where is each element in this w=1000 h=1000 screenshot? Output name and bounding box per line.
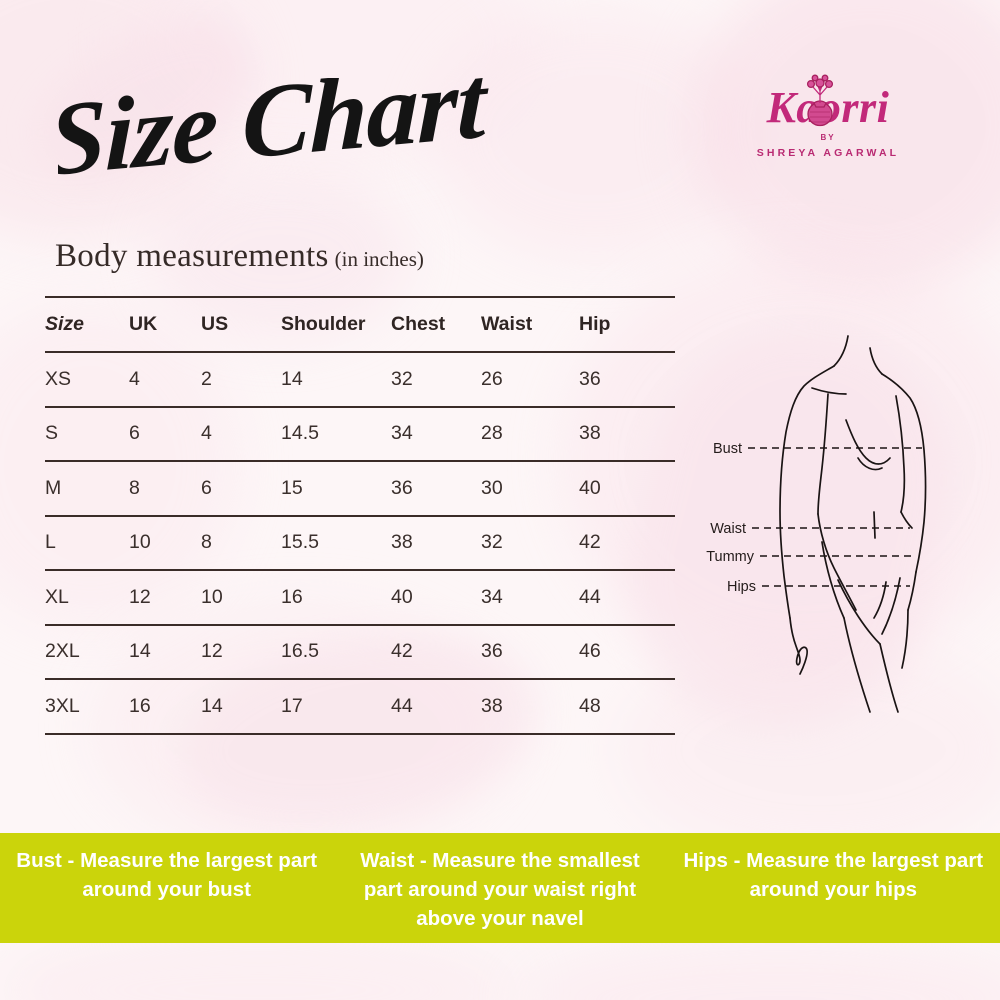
cell-hip: 42 xyxy=(579,514,675,570)
figure-label-bust: Bust xyxy=(713,441,742,457)
instruction-bust-dash: - xyxy=(61,849,81,872)
cell-uk: 14 xyxy=(129,623,201,679)
cell-chest: 42 xyxy=(391,623,481,679)
table-row: 2XL 14 12 16.5 42 36 46 xyxy=(45,623,675,679)
brand-logo[interactable]: Kaorri BY SHREYA AGARWAL xyxy=(748,62,908,166)
cell-waist: 32 xyxy=(481,514,579,570)
cell-chest: 38 xyxy=(391,514,481,570)
cell-hip: 38 xyxy=(579,405,675,461)
table-row: XS 4 2 14 32 26 36 xyxy=(45,351,675,407)
female-body-outline-icon xyxy=(779,335,927,713)
measurements-table-wrapper: Size UK US Shoulder Chest Waist Hip XS 4… xyxy=(45,296,675,735)
figure-label-hips: Hips xyxy=(727,579,756,595)
table-row: L 10 8 15.5 38 32 42 xyxy=(45,514,675,570)
cell-uk: 12 xyxy=(129,569,201,625)
cell-size: M xyxy=(45,460,129,516)
cell-waist: 38 xyxy=(481,678,579,735)
cell-waist: 30 xyxy=(481,460,579,516)
cell-chest: 36 xyxy=(391,460,481,516)
cell-shoulder: 15.5 xyxy=(281,514,391,570)
table-row: S 6 4 14.5 34 28 38 xyxy=(45,405,675,461)
table-body: XS 4 2 14 32 26 36 S 6 4 14.5 34 28 38 xyxy=(45,351,675,735)
instruction-waist-term: Waist xyxy=(360,849,415,872)
table-header: Size UK US Shoulder Chest Waist Hip xyxy=(45,296,675,352)
cell-shoulder: 16.5 xyxy=(281,623,391,679)
cell-uk: 4 xyxy=(129,351,201,407)
cell-us: 2 xyxy=(201,351,281,407)
cell-hip: 46 xyxy=(579,623,675,679)
table-row: XL 12 10 16 40 34 44 xyxy=(45,569,675,625)
instruction-bust: Bust - Measure the largest part around y… xyxy=(0,846,333,904)
table-row: M 8 6 15 36 30 40 xyxy=(45,460,675,516)
column-header-uk: UK xyxy=(129,296,201,352)
subtitle: Body measurements (in inches) xyxy=(55,238,424,275)
cell-chest: 34 xyxy=(391,405,481,461)
figure-label-waist: Waist xyxy=(710,521,746,537)
column-header-us: US xyxy=(201,296,281,352)
cell-shoulder: 14.5 xyxy=(281,405,391,461)
column-header-shoulder: Shoulder xyxy=(281,296,391,352)
instruction-hips-text: Measure the largest part around your hip… xyxy=(746,849,984,901)
cell-us: 14 xyxy=(201,678,281,735)
cell-size: XL xyxy=(45,569,129,625)
cell-uk: 6 xyxy=(129,405,201,461)
page-title: Size Chart xyxy=(58,78,528,208)
logo-by-label: BY xyxy=(820,133,835,142)
cell-uk: 16 xyxy=(129,678,201,735)
cell-hip: 40 xyxy=(579,460,675,516)
cell-hip: 48 xyxy=(579,678,675,735)
column-header-size: Size xyxy=(45,296,129,352)
cell-shoulder: 14 xyxy=(281,351,391,407)
measurement-guide-lines xyxy=(748,447,922,587)
cell-size: L xyxy=(45,514,129,570)
flower-vase-icon xyxy=(806,74,834,127)
instruction-waist-text: Measure the smallest part around your wa… xyxy=(363,849,640,930)
page-title-text: Size Chart xyxy=(58,78,490,198)
cell-shoulder: 16 xyxy=(281,569,391,625)
cell-hip: 44 xyxy=(579,569,675,625)
cell-hip: 36 xyxy=(579,351,675,407)
instruction-hips: Hips - Measure the largest part around y… xyxy=(667,846,1000,904)
column-header-chest: Chest xyxy=(391,296,481,352)
cell-us: 12 xyxy=(201,623,281,679)
instruction-waist: Waist - Measure the smallest part around… xyxy=(333,846,666,933)
cell-uk: 8 xyxy=(129,460,201,516)
measurement-instructions-banner: Bust - Measure the largest part around y… xyxy=(0,833,1000,943)
figure-label-tummy: Tummy xyxy=(706,549,755,565)
cell-us: 4 xyxy=(201,405,281,461)
cell-chest: 40 xyxy=(391,569,481,625)
cell-waist: 36 xyxy=(481,623,579,679)
logo-designer-name: SHREYA AGARWAL xyxy=(757,147,899,159)
cell-waist: 26 xyxy=(481,351,579,407)
cell-size: XS xyxy=(45,351,129,407)
cell-chest: 32 xyxy=(391,351,481,407)
cell-chest: 44 xyxy=(391,678,481,735)
cell-us: 10 xyxy=(201,569,281,625)
instruction-waist-dash: - xyxy=(414,849,433,872)
cell-size: 3XL xyxy=(45,678,129,735)
cell-waist: 28 xyxy=(481,405,579,461)
column-header-hip: Hip xyxy=(579,296,675,352)
cell-us: 8 xyxy=(201,514,281,570)
body-measurement-diagram: Bust Waist Tummy Hips xyxy=(700,300,1000,720)
instruction-bust-term: Bust xyxy=(16,849,62,872)
cell-shoulder: 15 xyxy=(281,460,391,516)
table-row: 3XL 16 14 17 44 38 48 xyxy=(45,678,675,735)
cell-uk: 10 xyxy=(129,514,201,570)
cell-waist: 34 xyxy=(481,569,579,625)
instruction-hips-dash: - xyxy=(727,849,747,872)
subtitle-text: Body measurements xyxy=(55,238,329,274)
cell-size: S xyxy=(45,405,129,461)
measurements-table: Size UK US Shoulder Chest Waist Hip XS 4… xyxy=(45,296,675,735)
cell-us: 6 xyxy=(201,460,281,516)
cell-size: 2XL xyxy=(45,623,129,679)
subtitle-units: (in inches) xyxy=(334,247,424,271)
table-header-row: Size UK US Shoulder Chest Waist Hip xyxy=(45,296,675,352)
cell-shoulder: 17 xyxy=(281,678,391,735)
column-header-waist: Waist xyxy=(481,296,579,352)
instruction-bust-text: Measure the largest part around your bus… xyxy=(80,849,318,901)
instruction-hips-term: Hips xyxy=(683,849,728,872)
